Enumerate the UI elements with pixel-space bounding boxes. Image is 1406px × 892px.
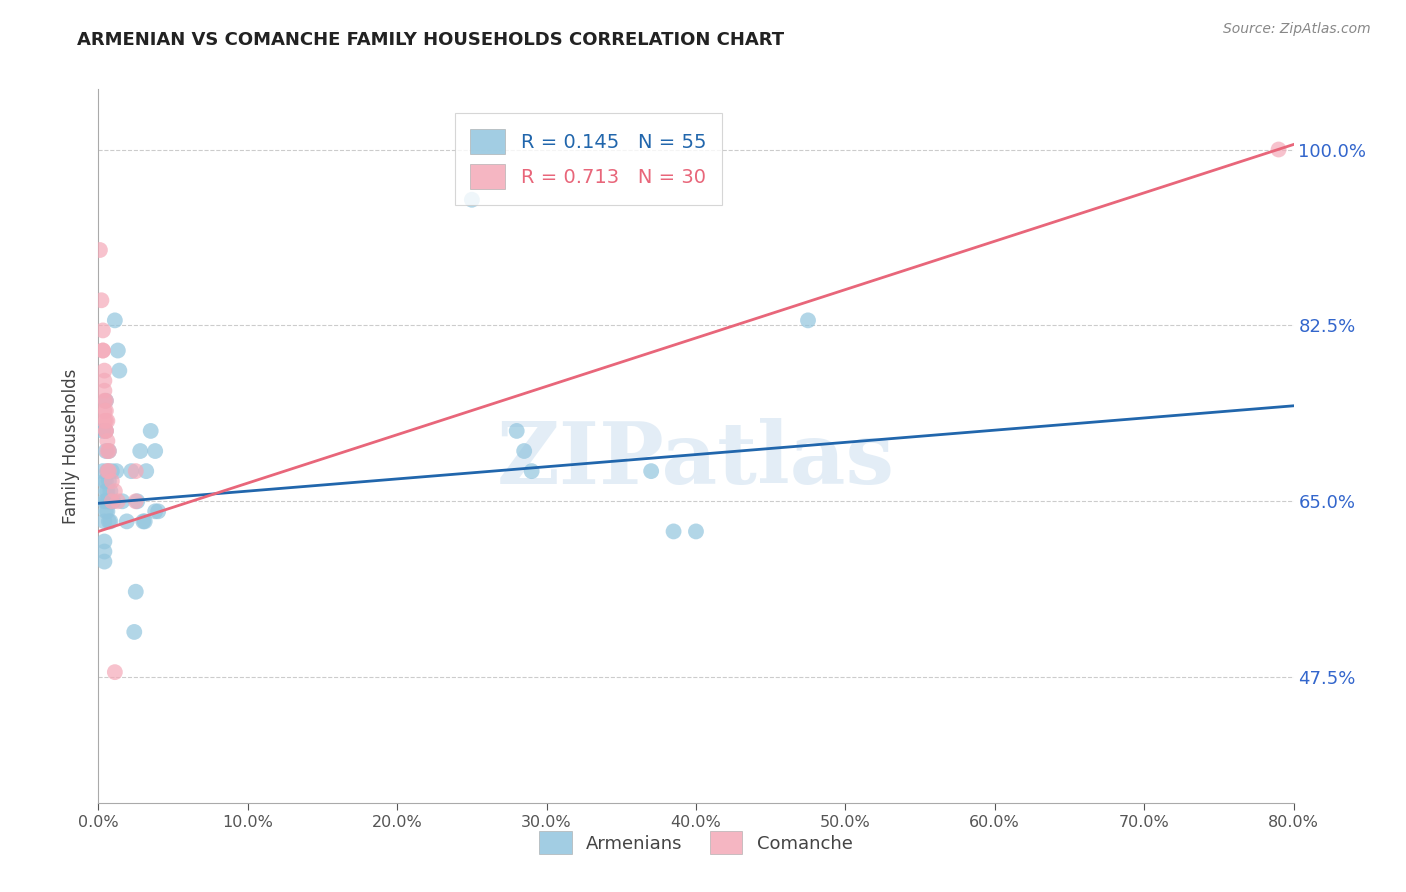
Point — [685, 524, 707, 539]
Point — [520, 464, 543, 478]
Point — [93, 544, 115, 558]
Point — [94, 393, 117, 408]
Point — [89, 243, 111, 257]
Point — [101, 494, 124, 508]
Point — [96, 494, 118, 508]
Point — [96, 444, 118, 458]
Point — [93, 363, 115, 377]
Point — [94, 404, 117, 418]
Legend: Armenians, Comanche: Armenians, Comanche — [531, 824, 860, 862]
Point — [104, 484, 127, 499]
Point — [91, 343, 114, 358]
Point — [104, 665, 127, 680]
Point — [90, 293, 112, 308]
Point — [148, 504, 170, 518]
Point — [797, 313, 820, 327]
Point — [96, 464, 118, 478]
Point — [143, 504, 166, 518]
Point — [91, 343, 114, 358]
Point — [461, 193, 484, 207]
Point — [97, 494, 120, 508]
Point — [134, 515, 156, 529]
Point — [139, 424, 162, 438]
Point — [111, 494, 134, 508]
Point — [124, 624, 146, 639]
Point — [98, 494, 122, 508]
Point — [98, 484, 122, 499]
Point — [105, 464, 128, 478]
Point — [125, 494, 148, 508]
Point — [115, 515, 138, 529]
Point — [93, 374, 115, 388]
Point — [143, 444, 166, 458]
Point — [97, 444, 120, 458]
Point — [91, 464, 114, 478]
Point — [107, 343, 129, 358]
Y-axis label: Family Households: Family Households — [62, 368, 80, 524]
Point — [96, 434, 118, 448]
Point — [93, 474, 115, 488]
Point — [101, 474, 124, 488]
Point — [101, 464, 124, 478]
Text: ZIPatlas: ZIPatlas — [496, 418, 896, 502]
Text: Source: ZipAtlas.com: Source: ZipAtlas.com — [1223, 22, 1371, 37]
Point — [125, 584, 148, 599]
Point — [101, 494, 124, 508]
Point — [94, 474, 117, 488]
Point — [93, 384, 115, 398]
Point — [96, 484, 118, 499]
Point — [127, 494, 149, 508]
Point — [93, 414, 115, 428]
Point — [94, 424, 117, 438]
Point — [135, 464, 157, 478]
Point — [506, 424, 529, 438]
Point — [97, 515, 120, 529]
Point — [94, 494, 117, 508]
Point — [96, 504, 118, 518]
Point — [120, 464, 142, 478]
Point — [132, 515, 155, 529]
Point — [129, 444, 152, 458]
Point — [97, 464, 120, 478]
Point — [97, 474, 120, 488]
Point — [94, 444, 117, 458]
Point — [96, 464, 118, 478]
Point — [94, 424, 117, 438]
Point — [93, 515, 115, 529]
Point — [93, 393, 115, 408]
Point — [96, 414, 118, 428]
Point — [91, 424, 114, 438]
Point — [94, 424, 117, 438]
Point — [94, 393, 117, 408]
Point — [107, 494, 129, 508]
Point — [94, 414, 117, 428]
Point — [93, 494, 115, 508]
Point — [103, 494, 125, 508]
Point — [125, 464, 148, 478]
Point — [104, 313, 127, 327]
Point — [93, 534, 115, 549]
Point — [662, 524, 685, 539]
Point — [94, 484, 117, 499]
Point — [513, 444, 536, 458]
Point — [97, 444, 120, 458]
Text: ARMENIAN VS COMANCHE FAMILY HOUSEHOLDS CORRELATION CHART: ARMENIAN VS COMANCHE FAMILY HOUSEHOLDS C… — [77, 31, 785, 49]
Point — [93, 555, 115, 569]
Point — [93, 404, 115, 418]
Point — [98, 515, 122, 529]
Point — [1267, 143, 1289, 157]
Point — [108, 363, 131, 377]
Point — [94, 504, 117, 518]
Point — [91, 323, 114, 337]
Point — [640, 464, 662, 478]
